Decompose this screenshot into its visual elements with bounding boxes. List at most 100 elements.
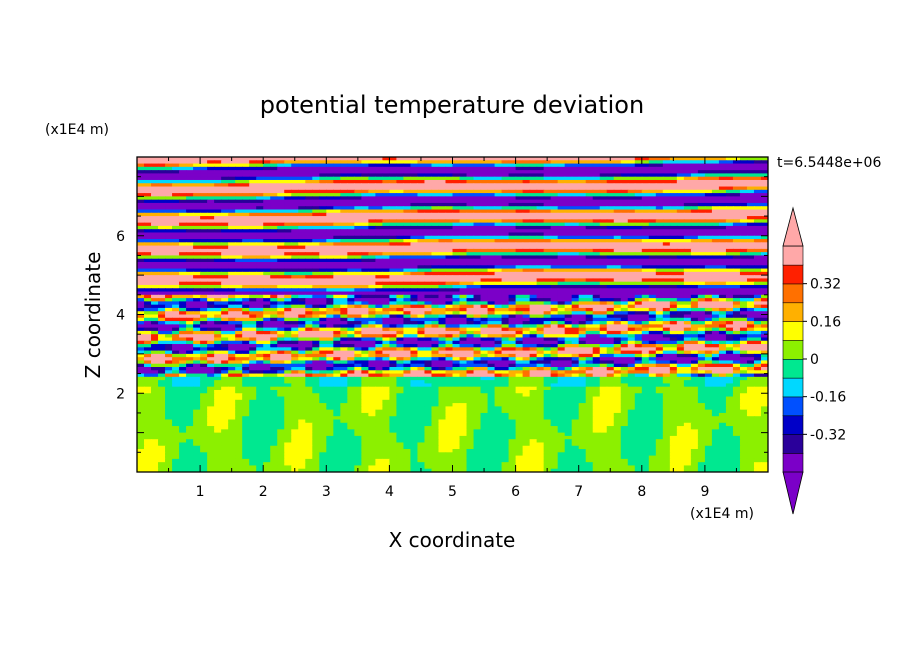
contour-cell	[375, 199, 383, 204]
contour-cell	[263, 209, 271, 214]
contour-cell	[725, 196, 734, 201]
contour-cell	[620, 262, 629, 266]
contour-cell	[473, 268, 482, 273]
contour-cell	[410, 258, 419, 263]
contour-cell	[522, 284, 531, 289]
contour-cell	[683, 179, 692, 184]
contour-cell	[431, 170, 440, 175]
contour-cell	[445, 157, 454, 161]
contour-cell	[641, 252, 650, 257]
contour-cell	[410, 196, 419, 201]
contour-cell	[690, 298, 699, 302]
contour-cell	[634, 311, 643, 316]
contour-cell	[354, 291, 362, 296]
contour-cell	[354, 219, 362, 224]
contour-cell	[571, 258, 580, 263]
contour-cell	[333, 157, 341, 161]
contour-cell	[571, 245, 580, 250]
contour-cell	[550, 193, 559, 197]
contour-cell	[515, 160, 524, 165]
contour-cell	[711, 284, 720, 289]
contour-cell	[550, 216, 559, 220]
contour-cell	[291, 301, 299, 306]
contour-cell	[606, 324, 615, 329]
contour-cell	[158, 330, 166, 335]
contour-cell	[445, 284, 454, 289]
contour-cell	[305, 291, 313, 296]
contour-cell	[585, 268, 594, 273]
contour-cell	[543, 330, 552, 335]
contour-cell	[704, 160, 713, 165]
contour-cell	[543, 179, 552, 184]
contour-cell	[564, 196, 573, 201]
contour-cell	[382, 206, 390, 211]
contour-cell	[221, 330, 229, 335]
contour-cell	[186, 202, 194, 207]
contour-cell	[291, 242, 299, 247]
contour-cell	[571, 301, 580, 306]
contour-cell	[158, 304, 166, 309]
contour-cell	[613, 202, 622, 207]
contour-cell	[172, 239, 180, 243]
contour-cell	[648, 179, 657, 184]
contour-cell	[662, 327, 671, 332]
contour-cell	[424, 166, 433, 171]
contour-cell	[669, 245, 678, 250]
contour-cell	[697, 281, 706, 286]
contour-cell	[697, 196, 706, 201]
contour-cell	[347, 255, 355, 260]
contour-cell	[452, 245, 461, 250]
contour-cell	[158, 216, 166, 220]
contour-cell	[718, 288, 727, 293]
contour-cell	[193, 294, 201, 299]
contour-cell	[214, 281, 222, 286]
contour-cell	[718, 199, 727, 204]
contour-cell	[648, 206, 657, 211]
contour-cell	[368, 157, 376, 161]
contour-cell	[466, 219, 475, 224]
contour-cell	[550, 298, 559, 302]
contour-cell	[305, 298, 313, 302]
contour-cell	[613, 222, 622, 227]
contour-cell	[228, 314, 236, 319]
contour-cell	[382, 193, 390, 197]
contour-cell	[732, 225, 741, 230]
contour-cell	[270, 281, 278, 286]
contour-cell	[690, 327, 699, 332]
contour-cell	[389, 216, 398, 220]
contour-cell	[550, 314, 559, 319]
contour-cell	[739, 219, 748, 224]
contour-cell	[137, 202, 145, 207]
contour-cell	[179, 321, 187, 325]
contour-cell	[620, 252, 629, 257]
contour-cell	[557, 317, 566, 322]
contour-cell	[256, 311, 264, 316]
contour-cell	[592, 288, 601, 293]
contour-cell	[557, 216, 566, 220]
contour-cell	[669, 324, 678, 329]
contour-cell	[417, 268, 426, 273]
contour-cell	[158, 307, 166, 312]
contour-cell	[340, 196, 348, 201]
contour-cell	[487, 239, 496, 243]
contour-cell	[704, 232, 713, 237]
contour-cell	[242, 186, 250, 191]
contour-cell	[739, 222, 748, 227]
contour-cell	[473, 330, 482, 335]
contour-cell	[424, 304, 433, 309]
contour-cell	[137, 225, 145, 230]
contour-cell	[515, 330, 524, 335]
contour-cell	[312, 265, 320, 270]
contour-cell	[641, 324, 650, 329]
contour-cell	[711, 311, 720, 316]
contour-cell	[354, 186, 362, 191]
contour-cell	[438, 199, 447, 204]
contour-cell	[725, 248, 734, 253]
contour-cell	[494, 268, 503, 273]
contour-cell	[256, 294, 264, 299]
contour-cell	[144, 288, 152, 293]
contour-cell	[410, 324, 419, 329]
contour-cell	[396, 301, 405, 306]
contour-cell	[620, 330, 629, 335]
contour-cell	[193, 317, 201, 322]
